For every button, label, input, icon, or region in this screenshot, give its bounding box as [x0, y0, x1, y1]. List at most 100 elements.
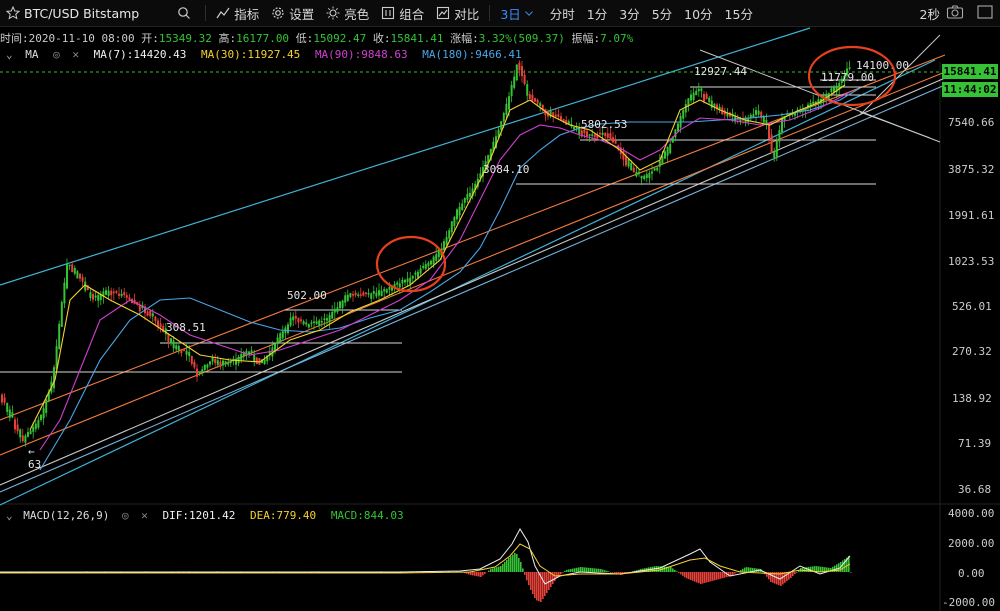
candle-body	[73, 268, 76, 274]
macd-title[interactable]: MACD(12,26,9)	[23, 509, 110, 522]
macd-bar	[492, 568, 494, 572]
interval-dropdown[interactable]: 3日	[494, 0, 543, 26]
candle-body	[697, 88, 700, 92]
macd-bar	[700, 572, 702, 584]
candle-body	[742, 118, 744, 121]
candle-body	[749, 114, 752, 119]
collapse-icon[interactable]: ⌄	[6, 509, 13, 522]
indicators-button[interactable]: 指标	[210, 0, 265, 26]
candle-body	[92, 293, 94, 300]
candle-body	[227, 363, 230, 365]
candle-body	[258, 358, 261, 365]
close-icon[interactable]: ✕	[141, 509, 148, 522]
close-icon[interactable]: ✕	[72, 48, 79, 61]
star-icon[interactable]	[6, 6, 20, 20]
macd-bar	[608, 571, 610, 572]
macd-chart[interactable]	[0, 504, 940, 611]
candle-body	[352, 294, 354, 296]
interval-option-10m[interactable]: 10分	[684, 6, 713, 22]
collapse-icon[interactable]: ⌄	[6, 48, 13, 61]
compare-button[interactable]: 对比	[430, 0, 485, 26]
channel-line[interactable]	[0, 54, 946, 421]
candle-body	[721, 107, 724, 115]
settings-button[interactable]: 设置	[265, 0, 320, 26]
candle-body	[29, 430, 32, 435]
change-value: 3.32%(509.37)	[478, 32, 565, 45]
channel-line[interactable]	[0, 59, 936, 506]
candlestick-series[interactable]	[1, 60, 851, 447]
candle-body	[203, 364, 206, 371]
combo-button[interactable]: 组合	[375, 0, 430, 26]
candle-body	[687, 98, 690, 106]
candle-body	[778, 130, 781, 142]
interval-option-3m[interactable]: 3分	[619, 6, 640, 22]
macd-tick: 4000.00	[948, 507, 995, 520]
camera-icon[interactable]	[946, 4, 964, 20]
chevron-down-icon	[524, 11, 533, 16]
price-tick: 270.32	[952, 345, 992, 358]
candle-body	[313, 321, 315, 324]
symbol-name[interactable]: BTC/USD Bitstamp	[24, 5, 140, 21]
candle-body	[388, 287, 391, 290]
time-label: 时间:	[0, 32, 29, 45]
ma-title[interactable]: MA	[25, 48, 39, 61]
interval-option-timeline[interactable]: 分时	[549, 6, 575, 22]
candle-body	[760, 111, 763, 118]
channel-line[interactable]	[0, 71, 946, 456]
theme-button[interactable]: 亮色	[320, 0, 375, 26]
candle-body	[318, 320, 321, 326]
eye-icon[interactable]: ◎	[53, 48, 60, 61]
candle-body	[222, 360, 224, 366]
macd-bar	[528, 572, 530, 586]
favorite-symbol[interactable]: BTC/USD Bitstamp	[0, 0, 145, 26]
candle-body	[417, 271, 419, 278]
candle-body	[466, 193, 469, 200]
candle-body	[786, 113, 789, 116]
search-button[interactable]	[171, 0, 201, 26]
macd-axis[interactable]: 4000.00 2000.00 0.00 -2000.00	[942, 504, 1000, 611]
refresh-rate[interactable]: 2秒	[919, 6, 940, 22]
price-axis[interactable]: 7540.66 3875.32 1991.61 1023.53 526.01 2…	[942, 62, 1000, 504]
candle-body	[180, 348, 183, 354]
macd-bar	[752, 567, 754, 572]
macd-bar	[604, 570, 606, 572]
candle-body	[396, 282, 399, 285]
macd-bar	[496, 567, 498, 572]
candle-body	[344, 295, 347, 303]
candle-body	[570, 124, 573, 127]
macd-bar	[708, 572, 710, 582]
candle-body	[791, 112, 794, 116]
channel-line[interactable]	[0, 84, 946, 493]
candle-body	[674, 129, 677, 138]
candle-body	[476, 178, 479, 188]
candle-body	[250, 350, 253, 353]
macd-bar	[788, 572, 790, 580]
interval-option-15m[interactable]: 15分	[724, 6, 753, 22]
candle-body	[19, 429, 22, 438]
macd-bar	[772, 572, 774, 583]
macd-bar	[762, 571, 764, 573]
amplitude-value: 7.07%	[600, 32, 634, 45]
macd-bar	[484, 572, 486, 574]
channel-line[interactable]	[0, 27, 811, 286]
candle-body	[445, 237, 448, 245]
macd-bar	[754, 568, 756, 572]
trend-line[interactable]	[859, 111, 931, 139]
macd-bar	[574, 568, 576, 572]
interval-option-5m[interactable]: 5分	[651, 6, 673, 22]
macd-bar	[684, 572, 686, 578]
candle-body	[814, 101, 817, 105]
macd-bar	[572, 568, 574, 572]
macd-bar	[698, 572, 700, 584]
macd-bar	[570, 569, 572, 572]
candle-body	[302, 321, 305, 325]
macd-bar	[490, 569, 492, 572]
ma180-value: MA(180):9466.41	[422, 48, 522, 61]
candle-body	[115, 291, 118, 293]
macd-bar	[526, 572, 528, 581]
channel-line[interactable]	[0, 77, 946, 486]
eye-icon[interactable]: ◎	[121, 509, 129, 522]
fullscreen-icon[interactable]	[976, 4, 994, 20]
interval-option-1m[interactable]: 1分	[586, 6, 608, 22]
candle-body	[333, 308, 336, 313]
